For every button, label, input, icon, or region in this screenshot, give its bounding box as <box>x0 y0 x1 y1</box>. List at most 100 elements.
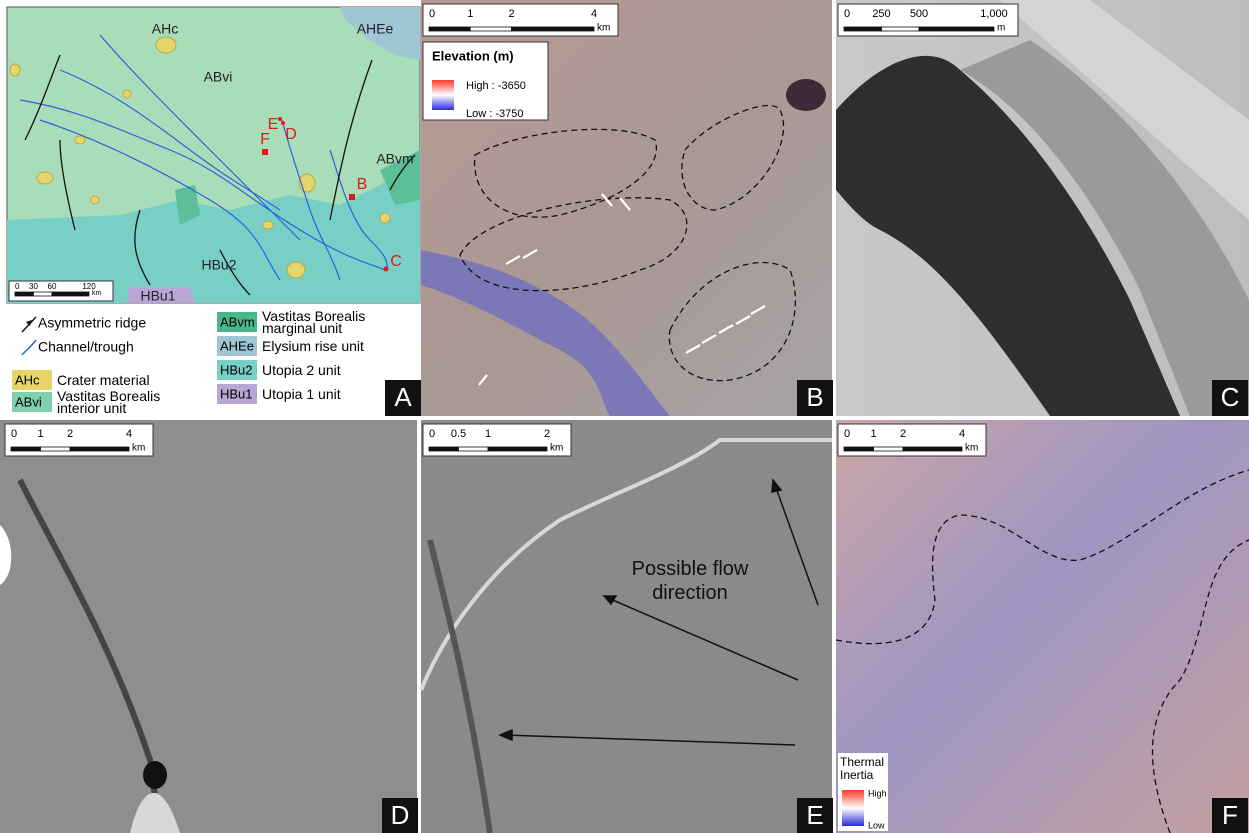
figure: AHc AHEe ABvi E D F B C ABvm HBu2 HBu1 Asymmetric … <box>0 0 1249 833</box>
map-label: AHc <box>152 21 178 37</box>
map-label: AHEe <box>357 21 394 37</box>
legend-low: Low : -3750 <box>466 108 523 120</box>
scale-label: 2 <box>67 428 73 440</box>
scale-segment <box>15 292 34 296</box>
scale-segment <box>470 27 511 31</box>
scale-segment <box>459 447 489 451</box>
panel-letter: D <box>391 800 410 830</box>
unit-code: ABvm <box>220 314 255 329</box>
scale-unit: km <box>965 443 978 454</box>
crater <box>143 761 167 789</box>
panel-c <box>836 0 1249 416</box>
scale-segment <box>70 447 129 451</box>
scale-label: 1 <box>37 428 43 440</box>
text-line: Thermal <box>840 755 884 769</box>
map-label: C <box>390 253 402 270</box>
scale-label: 1 <box>870 428 876 440</box>
color-ramp <box>432 80 454 110</box>
map-label: HBu1 <box>140 288 175 304</box>
channel-symbol <box>22 340 36 355</box>
scale-unit: m <box>997 23 1005 34</box>
page: AHc AHEe ABvi E D F B C ABvm HBu2 HBu1 Asymmetric … <box>0 0 1249 833</box>
unit-code: HBu1 <box>220 386 253 401</box>
scale-label: 0 <box>429 428 435 440</box>
scale-label: 1,000 <box>980 8 1008 20</box>
scale-label: 4 <box>126 428 132 440</box>
text-line: Crater material <box>57 372 150 388</box>
legend-label: Channel/trough <box>38 339 134 355</box>
scale-segment <box>844 447 874 451</box>
scale-segment <box>52 292 89 296</box>
scale-label: 2 <box>508 8 514 20</box>
panel-letter: A <box>394 382 412 412</box>
scale-label: 0 <box>15 282 20 291</box>
scale-label: 0 <box>11 428 17 440</box>
text-line: Utopia 1 unit <box>262 386 341 402</box>
scale-segment <box>11 447 41 451</box>
map-label: ABvi <box>204 69 233 85</box>
text-line: Utopia 2 unit <box>262 362 341 378</box>
scale-label: 4 <box>959 428 965 440</box>
scale-label: 0 <box>429 8 435 20</box>
text-line: Possible flow <box>632 558 749 580</box>
scale-label: 0 <box>844 428 850 440</box>
map-legend: Asymmetric ridge Channel/trough AHc Crate… <box>12 308 365 416</box>
scale-segment <box>903 447 962 451</box>
panel-d <box>0 420 417 833</box>
scale-label: 500 <box>910 8 928 20</box>
scale-segment <box>512 27 595 31</box>
scale-segment <box>844 27 882 31</box>
legend-high: High : -3650 <box>466 80 526 92</box>
text-line: marginal unit <box>262 320 342 336</box>
legend-low: Low <box>868 820 885 830</box>
unit-code: AHc <box>15 372 40 387</box>
scale-unit: km <box>92 290 102 297</box>
scale-label: 0 <box>844 8 850 20</box>
scale-label: 4 <box>591 8 597 20</box>
legend-title: Elevation (m) <box>432 48 514 63</box>
scale-unit: km <box>132 443 145 454</box>
panel-letter: F <box>1222 800 1238 830</box>
scale-segment <box>488 447 547 451</box>
image-background <box>0 420 417 833</box>
unit-label: Vastitas Borealisinterior unit <box>57 388 160 416</box>
map-label: B <box>357 176 368 193</box>
scale-label: 1 <box>467 8 473 20</box>
scale-segment <box>882 27 920 31</box>
scale-label: 2 <box>900 428 906 440</box>
panel-b: Elevation (m) High : -3650 Low : -3750 <box>421 0 832 416</box>
panel-letter: B <box>806 382 823 412</box>
image-background <box>836 420 1249 833</box>
scale-segment <box>919 27 994 31</box>
text-line: interior unit <box>57 400 126 416</box>
legend-label: Asymmetric ridge <box>38 315 146 331</box>
map-label: HBu2 <box>201 257 236 273</box>
scale-label: 1 <box>485 428 491 440</box>
map-label: ABvm <box>376 151 413 167</box>
unit-label: Elysium rise unit <box>262 338 364 354</box>
scale-unit: km <box>597 23 610 34</box>
unit-code: ABvi <box>15 394 42 409</box>
map-label: F <box>260 131 270 148</box>
unit-label: Utopia 1 unit <box>262 386 341 402</box>
scale-segment <box>34 292 53 296</box>
panel-letter: E <box>806 800 823 830</box>
unit-code: HBu2 <box>220 362 253 377</box>
text-line: Inertia <box>840 768 874 782</box>
text-line: Elysium rise unit <box>262 338 364 354</box>
scale-segment <box>41 447 71 451</box>
color-ramp <box>842 790 864 826</box>
scale-label: 2 <box>544 428 550 440</box>
scale-unit: km <box>550 443 563 454</box>
scale-label: 250 <box>872 8 890 20</box>
panel-letter: C <box>1221 382 1240 412</box>
scale-label: 0.5 <box>451 428 466 440</box>
scale-label: 60 <box>48 282 57 291</box>
scale-segment <box>429 27 470 31</box>
crater <box>786 79 826 111</box>
unit-label: Utopia 2 unit <box>262 362 341 378</box>
